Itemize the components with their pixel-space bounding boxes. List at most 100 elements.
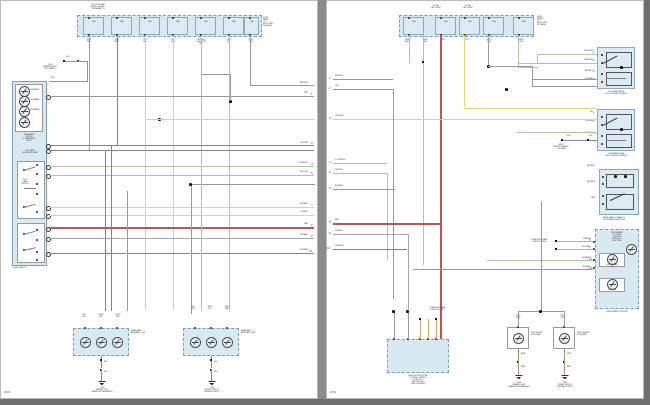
fog-left-ground-label: G400 (BEHIND LEFT HEADLIGHT ASSEMBLY) [508, 382, 530, 389]
s303-wire-2: BLK [589, 135, 593, 137]
low-relay-pin-5: 5 [593, 139, 595, 143]
fuse-14[interactable]: 7.5A [483, 17, 504, 35]
illum-bulb-3-label: TERMINAL [30, 109, 40, 111]
illum-bulb-4-icon [19, 117, 30, 128]
fuse-37[interactable]: 10A [244, 17, 259, 35]
headlamp-switch-title: HEADLAMP SWITCH ILLUMINATION BULB [22, 134, 36, 143]
bus-wire-1 [49, 96, 314, 97]
splice-dot-3 [189, 183, 192, 186]
fuse-panel-note-right: FUSE PANEL (2) (LEFT SIDE OF DASH) [537, 16, 547, 27]
headlamp-illum-connector[interactable] [599, 169, 639, 215]
lamp-right-wire-2: WHT/ YEL [207, 306, 213, 311]
fog-lamp-relay[interactable] [597, 47, 635, 89]
in-bus-label-6: BLK/WHT [335, 185, 344, 187]
bus-label-10: GRY/RED [299, 249, 308, 251]
vecm-splice-label: COMPUTER DATA LINES SYSTEM [429, 307, 445, 312]
wire-f11-drop [409, 35, 410, 63]
in-bus-4 [333, 163, 387, 164]
vehicle-electrical-control-module[interactable] [387, 339, 449, 373]
headlamp-rh-ground-label: G119 (RIGHT SIDE OF ENGINE COMPT.) [204, 387, 220, 394]
lamp-right-wire-1: YEL/ GRN [190, 306, 196, 311]
fog-indicator-label: FOG LAMP INDICATOR LAMP [22, 150, 38, 155]
in-bus-1 [333, 79, 393, 80]
headlamp-switch-footer: LIGHT SWITCH [13, 267, 27, 269]
in-bus-label-4: LT GRN/YEL [335, 159, 346, 161]
fuse-13[interactable]: 10A [459, 17, 480, 35]
fog-relay-pin-2: 2 [593, 58, 595, 62]
in-bus-6 [333, 189, 395, 190]
fuse-34-label: 10A [175, 21, 180, 23]
fuse-11-wire-color: GRN/ WHT [404, 39, 410, 44]
wire-fuse31-drop [89, 35, 90, 150]
fog-lamp-relay-title: FOG LAMP RELAY (ON CLOSE-IN CORNER) [605, 91, 627, 96]
s303-wire-1: BLK [567, 135, 571, 137]
wire-fuse32-drop [117, 35, 118, 145]
illum-bulb-3-icon [19, 106, 30, 117]
low-relay-wire-1: YEL [589, 111, 594, 113]
fuse-35[interactable]: 10A [195, 17, 216, 35]
bus-label-2: GRY [304, 92, 308, 94]
bus-label-4: LT GRN/YEL [297, 162, 309, 164]
in-bus-8 [333, 223, 440, 225]
instrument-cluster[interactable] [595, 229, 639, 309]
fuse-32[interactable]: 10A [111, 17, 132, 35]
cluster-lamp-icon [626, 244, 637, 255]
bus-wire-green2 [49, 175, 314, 176]
headlamp-lh-gnd-wire2: BLK [104, 371, 108, 373]
headlamp-lh-bulb-1-icon [80, 337, 91, 348]
fog-right-title: RIGHT FRONT FOG LAMP [577, 332, 590, 337]
fuse-31[interactable]: 10A [83, 17, 104, 35]
cluster-wire-4: BLK/WHT [582, 266, 591, 268]
ground-g200-label: G200 (BEHIND RIGHT KICK PANEL) [43, 64, 57, 71]
fuse-11-label: 15A [411, 21, 416, 23]
headlamp-lh-gnd-wire: BLK [104, 361, 108, 363]
conn-num-left-3: 3 [311, 141, 313, 145]
fuse-12[interactable]: 20A [435, 17, 456, 35]
bus-label-5: WHT/YEL [299, 171, 308, 173]
fuse-header-b-right: HOT AT ALL TIMES [463, 5, 473, 10]
lamp-left-wire-3: WHT/ BLK [115, 314, 121, 319]
fog-relay-pin-3: 3 [593, 69, 595, 73]
conn-num-left-10: 10 [309, 249, 313, 253]
vecm-title: VEHICLE ELECTRICAL SYSTEM CONTROL MODULE… [408, 375, 428, 386]
conn-num-right-10: 10 [327, 246, 331, 250]
fuse-11[interactable]: 15A [403, 17, 424, 35]
high-beam-indicator-label: HIGH BEAM IND [606, 264, 618, 269]
fuse-34[interactable]: 10A [167, 17, 188, 35]
cluster-wire-2: ORG/WHT [582, 246, 591, 248]
cluster-splice-label: COMPUTER DATA LINES SYSTEM [531, 239, 547, 244]
headlamp-rh-bulb-2-icon [206, 337, 217, 348]
wire-gry-down-a [191, 184, 192, 314]
fuse-35-label: 10A [203, 21, 208, 23]
fog-relay-pin-1: 1 [593, 50, 595, 54]
wire-fuse36-drop [229, 35, 230, 311]
lamp-right-wire-3: WHT/ RED [224, 306, 230, 311]
conn-num-right-9: 9 [329, 231, 331, 235]
fog-lamp-switch-name: FOG LAMP SWITCH [21, 179, 29, 186]
fuse-panel-note-left: FUSE PANEL (1) (LEFT SIDE OF DASH) [263, 17, 273, 28]
diagram-page-left: HOT IN POWER SUPPLY RELAY 1 (TERMINAL 75… [0, 0, 318, 399]
wire-f13-drop [464, 35, 465, 107]
in-bus-label-8: RED [335, 219, 339, 221]
fuse-15[interactable]: 30A [513, 17, 534, 35]
fuse-block-header-left: HOT IN POWER SUPPLY RELAY 1 (TERMINAL 75… [90, 4, 106, 11]
footer-right: W/JN [330, 391, 337, 394]
fuse-33[interactable]: 10A [139, 17, 160, 35]
fog-lamp-switch-block[interactable] [17, 161, 45, 219]
low-relay-wire-3: YEL/BLK [585, 132, 594, 134]
bus-label-3: YEL/GRN [299, 142, 308, 144]
splice-dot-2 [229, 100, 232, 103]
low-beam-relay[interactable] [597, 109, 635, 151]
ground-g200-wire: BLK [66, 56, 70, 58]
fuse-13-wire-color: YEL [465, 39, 469, 41]
fuse-14-label: 7.5A [491, 21, 496, 23]
illum-bulb-2-label: TERMINAL [30, 99, 40, 101]
bus-label-9: GRY/BLU [299, 234, 308, 236]
conn-num-left-9: 9 [311, 234, 313, 238]
headlamp-switch-block[interactable] [17, 223, 45, 263]
fog-relay-wire-3: WHT/BLK [584, 70, 593, 72]
fuse-36[interactable]: 10A [223, 17, 244, 35]
high-beam-indicator-icon [607, 254, 618, 265]
bus-wire-red [49, 227, 314, 229]
fog-right-top-wire: WHT/ GRN [560, 315, 566, 320]
